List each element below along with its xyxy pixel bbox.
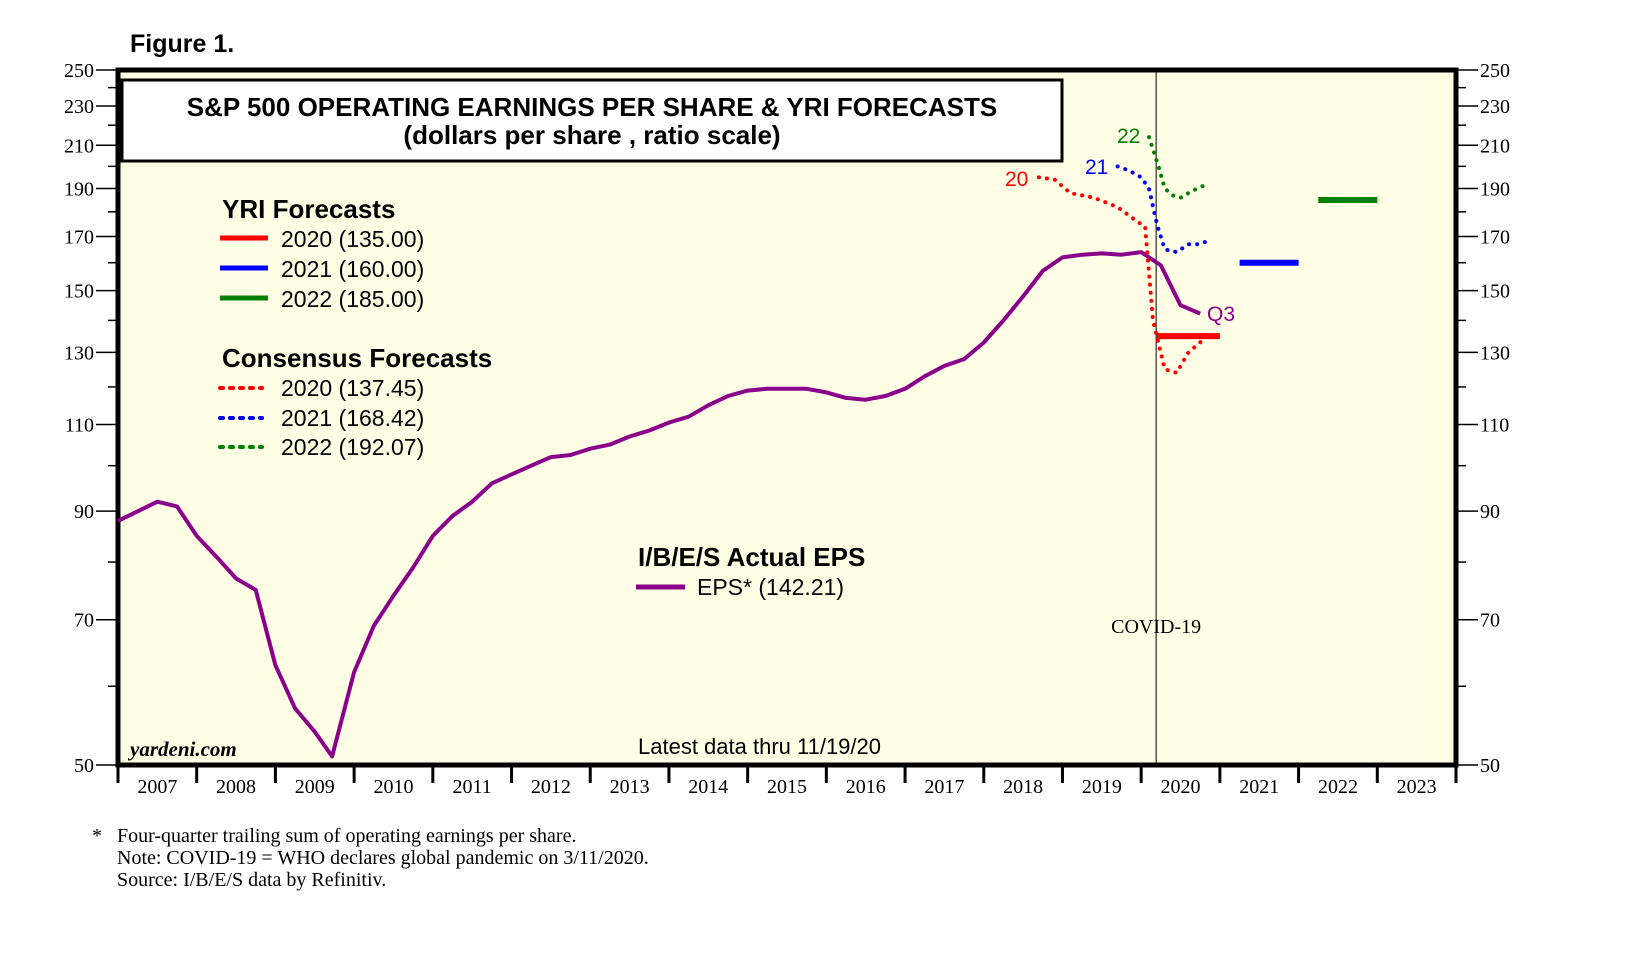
y-tick-label-right: 230 (1480, 96, 1510, 118)
legend-cons-2022: 2022 (192.07) (281, 434, 424, 460)
series-consensus-2020 (1036, 175, 1211, 375)
x-tick-label: 2013 (610, 776, 650, 798)
y-tick-label-left: 90 (74, 501, 94, 523)
y-tick-label-right: 210 (1480, 135, 1510, 157)
legend-consensus-title: Consensus Forecasts (222, 343, 492, 373)
x-tick-label: 2018 (1003, 776, 1043, 798)
footnote-2: Note: COVID-19 = WHO declares global pan… (117, 847, 649, 869)
series-consensus-2021 (1115, 164, 1211, 255)
legend-yri-title: YRI Forecasts (222, 194, 395, 224)
latest-data-note: Latest data thru 11/19/20 (638, 734, 881, 759)
chart-title: S&P 500 OPERATING EARNINGS PER SHARE & Y… (187, 92, 998, 122)
legend-actual-title: I/B/E/S Actual EPS (638, 542, 865, 572)
legend-yri-2021: 2021 (160.00) (281, 256, 424, 282)
x-tick-label: 2015 (767, 776, 807, 798)
series-eps-142-21 (117, 250, 1201, 759)
x-tick-label: 2008 (216, 776, 256, 798)
figure-label: Figure 1. (130, 30, 234, 58)
label-20: 20 (1005, 168, 1028, 191)
footnote-1: * Four-quarter trailing sum of operating… (92, 825, 576, 847)
y-tick-label-left: 70 (74, 610, 94, 632)
chart-subtitle: (dollars per share , ratio scale) (403, 120, 780, 150)
y-tick-label-left: 210 (64, 135, 94, 157)
x-tick-label: 2023 (1397, 776, 1437, 798)
y-tick-label-left: 50 (74, 755, 94, 777)
y-tick-label-right: 250 (1480, 60, 1510, 82)
label-21: 21 (1085, 156, 1108, 179)
y-tick-label-left: 110 (65, 415, 94, 437)
x-tick-label: 2011 (453, 776, 492, 798)
label-q3: Q3 (1207, 303, 1235, 326)
x-tick-label: 2022 (1318, 776, 1358, 798)
x-tick-label: 2014 (688, 776, 728, 798)
y-tick-label-right: 110 (1480, 415, 1509, 437)
y-tick-label-right: 130 (1480, 342, 1510, 364)
x-tick-label: 2019 (1082, 776, 1122, 798)
y-tick-label-left: 170 (64, 227, 94, 249)
plot-area (115, 67, 1459, 768)
y-tick-label-right: 50 (1480, 755, 1500, 777)
y-tick-label-left: 130 (64, 342, 94, 364)
y-tick-label-left: 190 (64, 179, 94, 201)
y-tick-label-right: 150 (1480, 281, 1510, 303)
y-tick-label-right: 90 (1480, 501, 1500, 523)
x-tick-label: 2010 (373, 776, 413, 798)
y-tick-label-right: 170 (1480, 227, 1510, 249)
x-tick-label: 2020 (1161, 776, 1201, 798)
label-22: 22 (1117, 125, 1140, 148)
y-tick-label-left: 250 (64, 60, 94, 82)
x-tick-label: 2012 (531, 776, 571, 798)
legend: YRI Forecasts 2020 (135.00) 2021 (160.00… (218, 194, 865, 600)
brand-label: yardeni.com (127, 737, 237, 761)
x-tick-label: 2021 (1239, 776, 1279, 798)
legend-yri-2022: 2022 (185.00) (281, 286, 424, 312)
y-tick-label-right: 70 (1480, 610, 1500, 632)
footnote-3: Source: I/B/E/S data by Refinitiv. (117, 869, 386, 891)
covid-label: COVID-19 (1111, 616, 1201, 638)
x-tick-label: 2009 (295, 776, 335, 798)
legend-eps: EPS* (142.21) (697, 574, 844, 600)
series-consensus-2022 (1147, 135, 1211, 200)
y-tick-label-left: 150 (64, 281, 94, 303)
legend-yri-2020: 2020 (135.00) (281, 226, 424, 252)
y-tick-label-right: 190 (1480, 179, 1510, 201)
x-tick-label: 2016 (846, 776, 886, 798)
x-tick-label: 2017 (924, 776, 964, 798)
title-box (120, 78, 1064, 163)
y-tick-label-left: 230 (64, 96, 94, 118)
legend-cons-2021: 2021 (168.42) (281, 405, 424, 431)
legend-cons-2020: 2020 (137.45) (281, 375, 424, 401)
x-tick-label: 2007 (137, 776, 177, 798)
